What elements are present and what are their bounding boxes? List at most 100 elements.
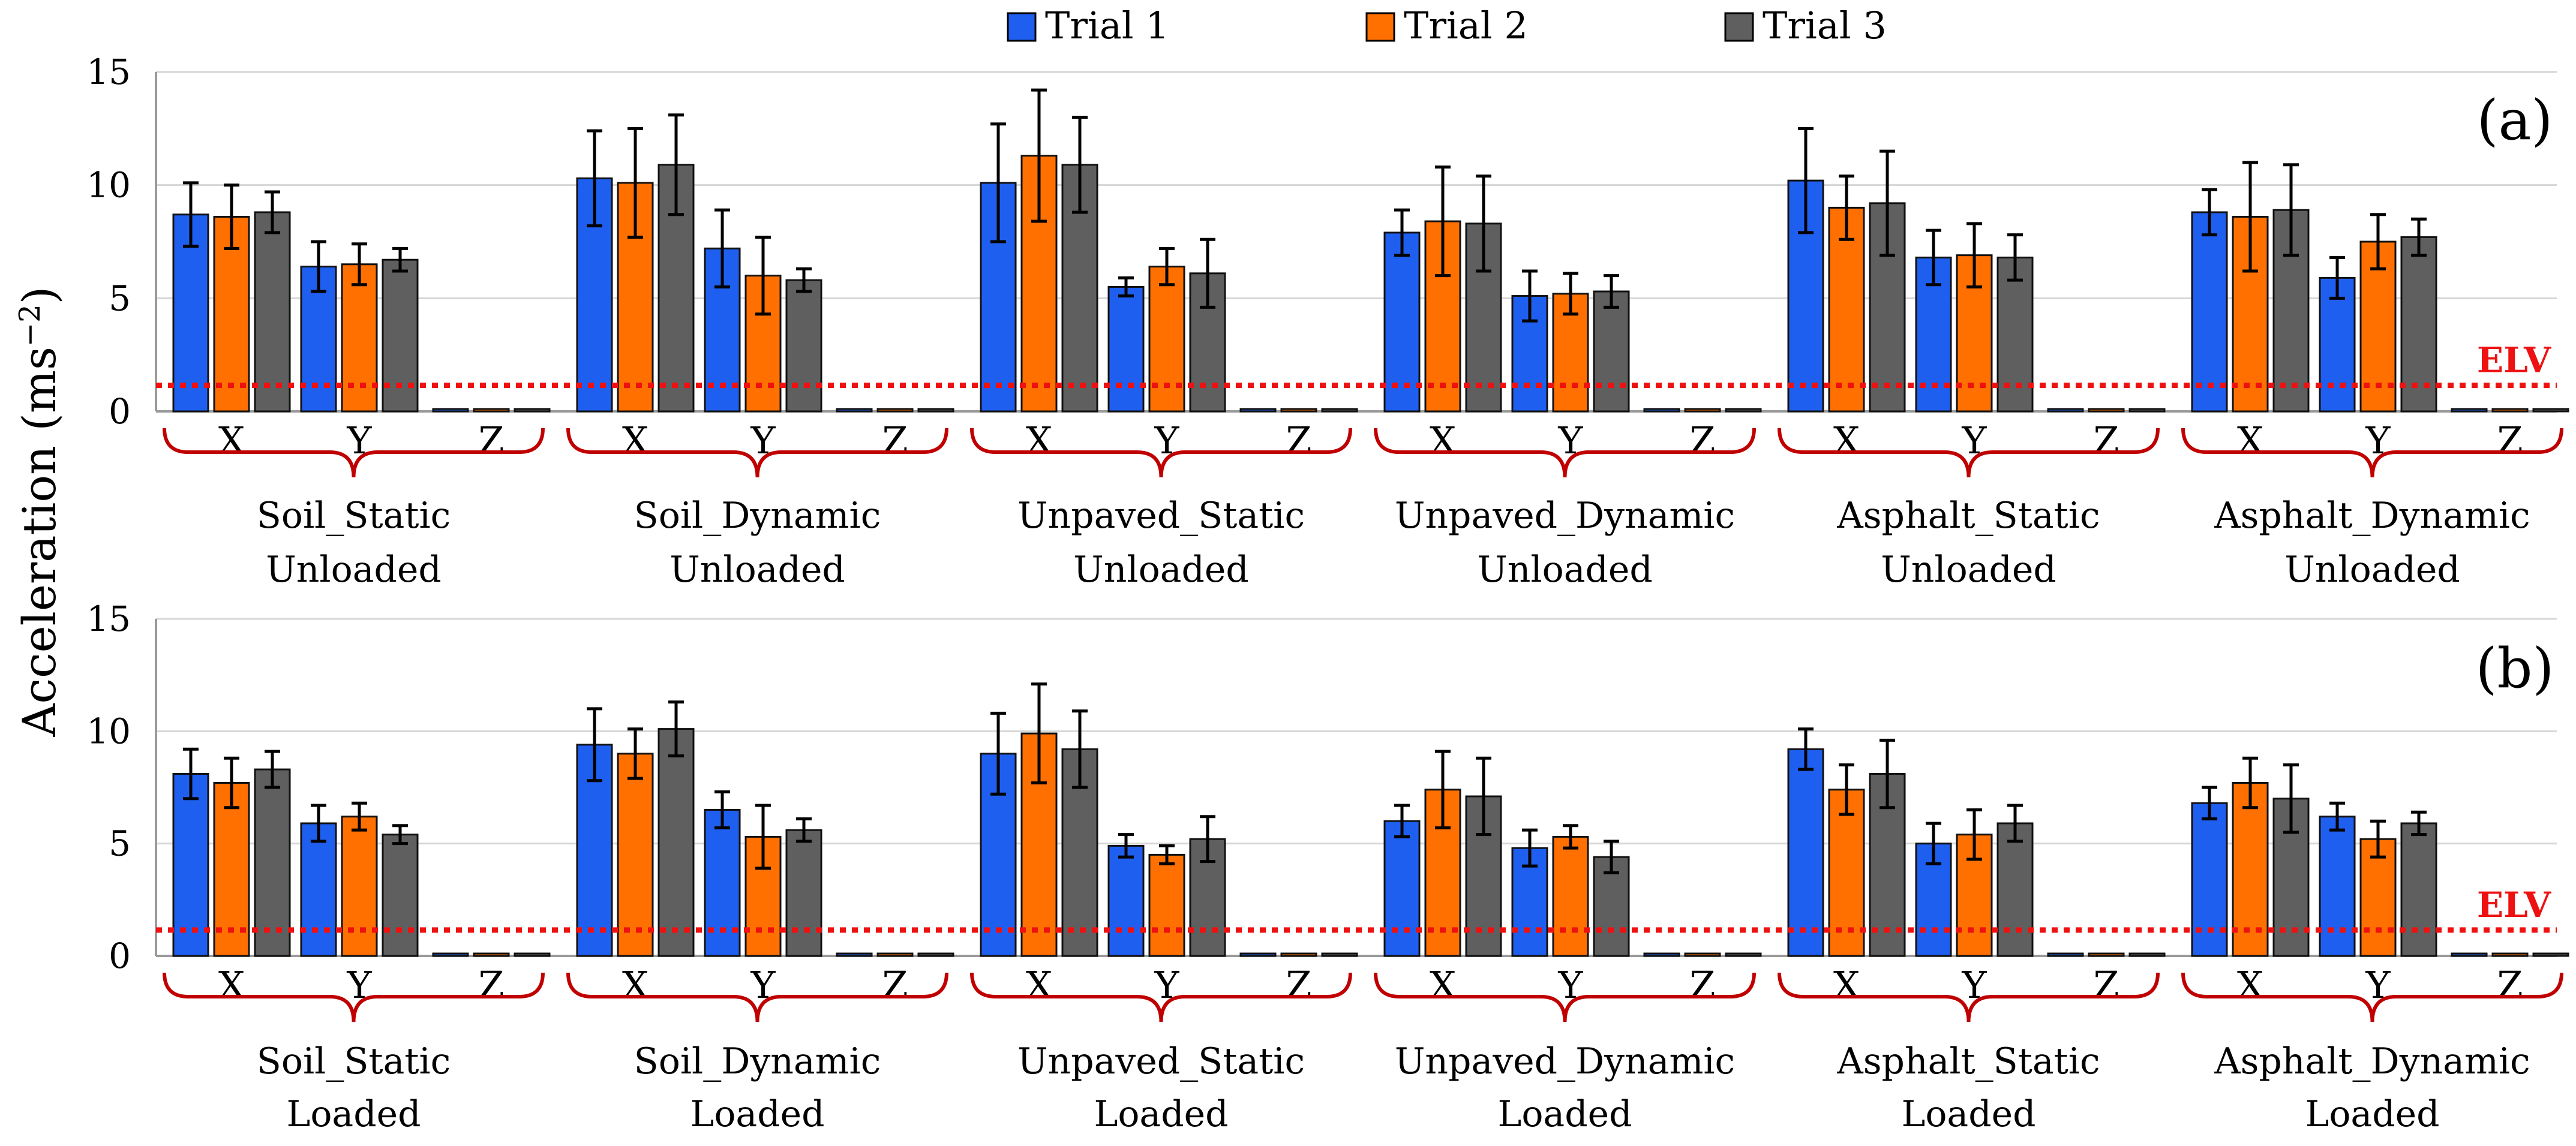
- bar: [514, 408, 551, 413]
- group-bracket: [970, 972, 1352, 1022]
- group-bracket: [1778, 972, 2160, 1022]
- bar: [2088, 952, 2125, 957]
- axis-label-x: X: [1430, 963, 1456, 1007]
- bar: [514, 952, 551, 957]
- axis-label-z: Z: [1286, 963, 1311, 1007]
- bar: [876, 952, 914, 957]
- y-tick-label: 0: [109, 936, 131, 976]
- bar: [917, 952, 954, 957]
- bar: [1725, 408, 1762, 413]
- group-name-label: Unpaved_Static: [1017, 495, 1305, 537]
- axis-label-y: Y: [1962, 963, 1987, 1007]
- bar: [836, 408, 873, 413]
- axis-label-x: X: [1833, 419, 1860, 462]
- bar: [876, 408, 914, 413]
- y-axis-title-close: ): [13, 287, 66, 305]
- bar: [917, 408, 954, 413]
- bar: [432, 952, 469, 957]
- axis-label-x: X: [622, 963, 648, 1007]
- group-condition-label: Unloaded: [1477, 549, 1653, 591]
- axis-label-x: X: [2237, 419, 2263, 462]
- group-name-label: Unpaved_Dynamic: [1395, 495, 1735, 537]
- group-condition-label: Loaded: [1497, 1093, 1632, 1135]
- bar: [1280, 408, 1317, 413]
- group-name-label: Asphalt_Static: [1836, 495, 2100, 537]
- y-tick-label: 15: [86, 598, 131, 639]
- axis-label-z: Z: [1689, 419, 1715, 462]
- group-bracket: [970, 428, 1352, 478]
- bar: [1684, 408, 1721, 413]
- bar: [341, 816, 378, 957]
- axis-label-z: Z: [1286, 419, 1311, 462]
- y-axis-title: Acceleration (ms−2): [13, 287, 66, 738]
- group-bracket: [566, 428, 948, 478]
- bar: [1593, 290, 1630, 413]
- bar: [2088, 408, 2125, 413]
- bar: [1383, 820, 1421, 957]
- bar: [1643, 408, 1680, 413]
- group-condition-label: Loaded: [2305, 1093, 2439, 1135]
- bar: [657, 728, 695, 957]
- bar: [300, 822, 337, 957]
- axis-label-y: Y: [1558, 963, 1584, 1007]
- group-condition-label: Loaded: [1901, 1093, 2035, 1135]
- axis-label-x: X: [2237, 963, 2263, 1007]
- bar: [1643, 952, 1680, 957]
- group-condition-label: Unloaded: [2284, 549, 2460, 591]
- bar: [785, 279, 822, 413]
- group-name-label: Soil_Static: [257, 495, 451, 537]
- bar: [1107, 285, 1145, 413]
- bar: [1321, 952, 1358, 957]
- bar: [836, 952, 873, 957]
- bar: [2400, 822, 2437, 957]
- axis-label-x: X: [218, 963, 245, 1007]
- bar: [785, 829, 822, 957]
- bar: [2451, 408, 2488, 413]
- group-name-label: Unpaved_Dynamic: [1395, 1040, 1735, 1082]
- axis-label-x: X: [218, 419, 245, 462]
- bar: [704, 808, 741, 957]
- group-name-label: Soil_Dynamic: [634, 1040, 881, 1082]
- bar: [1280, 952, 1317, 957]
- group-bracket: [163, 428, 545, 478]
- bar: [1956, 834, 1993, 957]
- axis-label-y: Y: [1154, 419, 1180, 462]
- panel-tag: (b): [2476, 636, 2554, 700]
- axis-label-z: Z: [1689, 963, 1715, 1007]
- bar: [1552, 835, 1589, 957]
- bar: [2047, 952, 2084, 957]
- group-condition-label: Unloaded: [266, 549, 442, 591]
- bar: [1239, 952, 1277, 957]
- bar: [473, 952, 510, 957]
- group-name-label: Soil_Dynamic: [634, 495, 881, 537]
- bar: [1107, 844, 1145, 957]
- axis-label-z: Z: [882, 419, 908, 462]
- bar: [1239, 408, 1277, 413]
- elv-label: ELV: [2477, 885, 2551, 925]
- group-name-label: Asphalt_Dynamic: [2214, 495, 2530, 537]
- group-name-label: Unpaved_Static: [1017, 1040, 1305, 1082]
- y-tick-label: 10: [86, 711, 131, 751]
- bar: [432, 408, 469, 413]
- group-bracket: [1374, 428, 1756, 478]
- bar: [617, 753, 654, 957]
- bar: [341, 263, 378, 413]
- group-bracket: [2181, 972, 2563, 1022]
- axis-label-x: X: [1026, 963, 1052, 1007]
- axis-label-y: Y: [2365, 963, 2391, 1007]
- bar: [2491, 952, 2529, 957]
- axis-label-y: Y: [750, 963, 776, 1007]
- bar: [2532, 408, 2569, 413]
- bar: [2319, 816, 2356, 957]
- group-bracket: [566, 972, 948, 1022]
- group-condition-label: Loaded: [1094, 1093, 1228, 1135]
- group-condition-label: Unloaded: [1073, 549, 1249, 591]
- axis-label-z: Z: [2093, 419, 2119, 462]
- bar: [382, 258, 419, 413]
- axis-label-y: Y: [2365, 419, 2391, 462]
- y-tick-label: 10: [86, 165, 131, 206]
- axis-label-x: X: [1833, 963, 1860, 1007]
- y-tick-label: 15: [86, 52, 131, 92]
- bar: [254, 211, 291, 413]
